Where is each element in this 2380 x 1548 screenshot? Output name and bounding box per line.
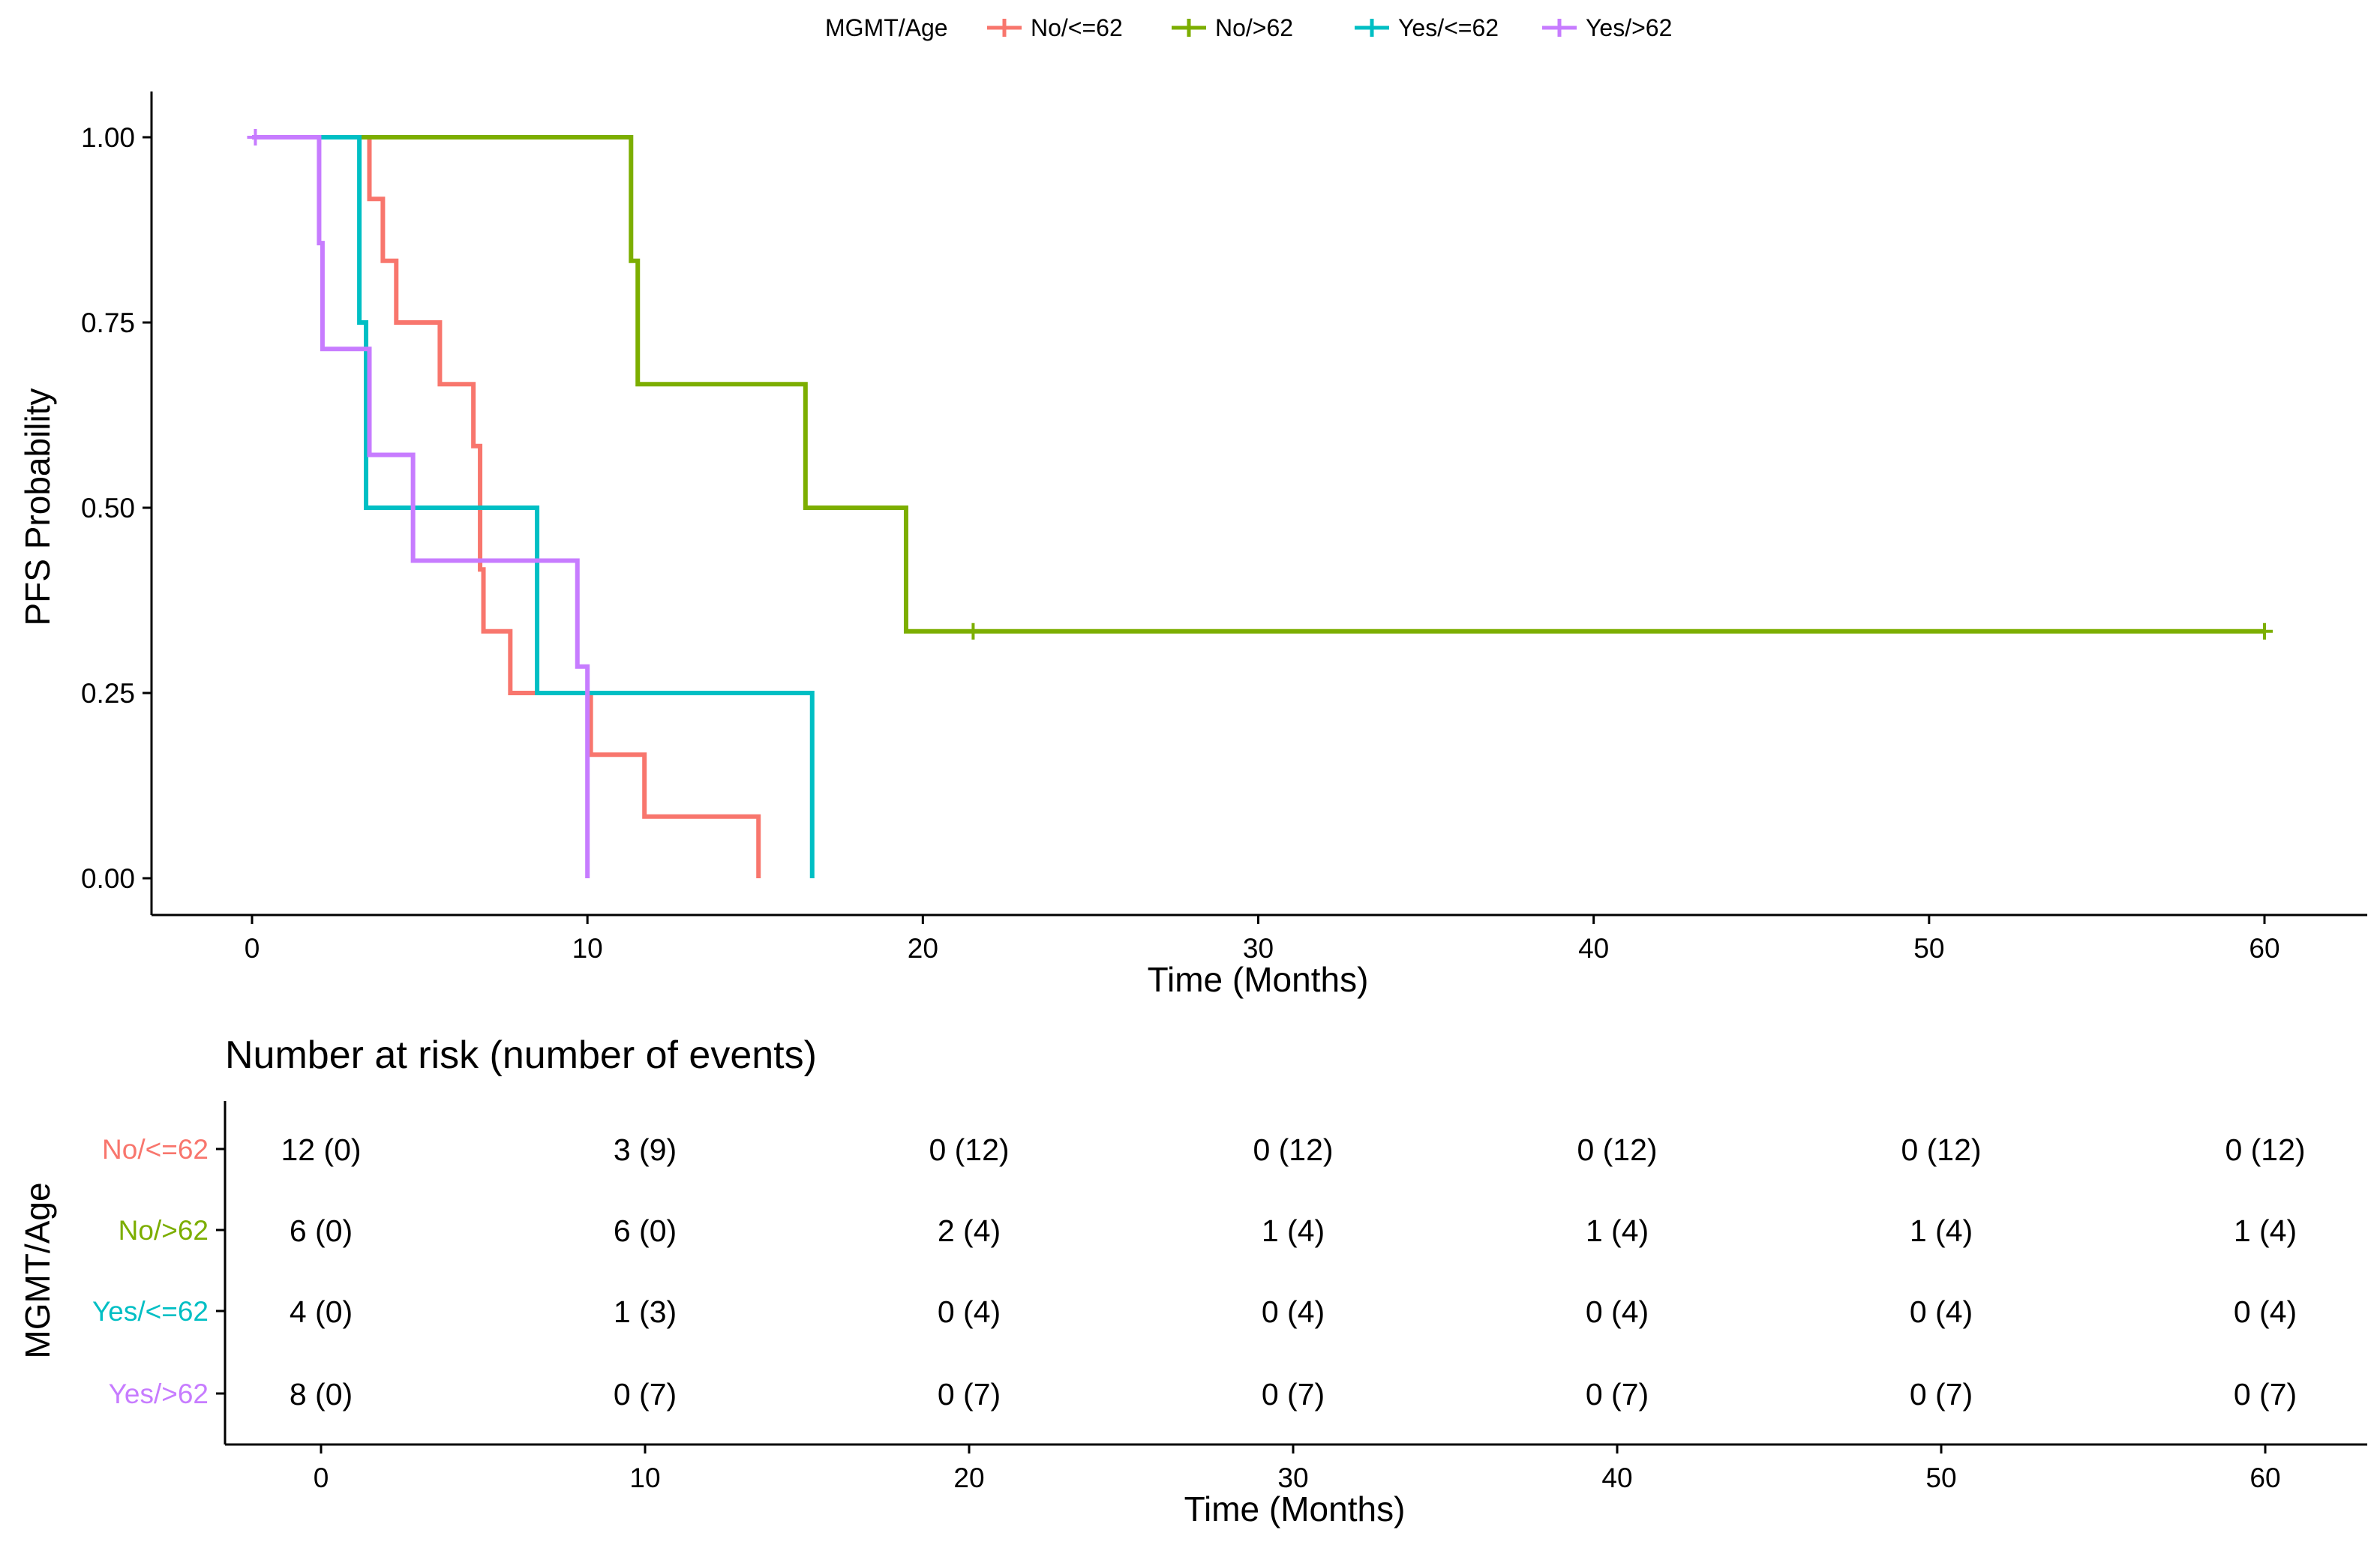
risk-cell: 0 (12) [1577,1132,1657,1167]
survival-curves [252,135,2264,878]
risk-cell: 1 (4) [1586,1214,1649,1248]
risk-cell: 0 (7) [1262,1377,1325,1412]
y-axis-title: PFS Probability [18,388,57,626]
risk-row-label-no-gt62: No/>62 [119,1215,209,1246]
risk-row-no-le62: 12 (0) 3 (9) 0 (12) 0 (12) 0 (12) 0 (12) 0 (12… [281,1132,2305,1167]
risk-cell: 1 (3) [614,1294,677,1329]
risk-x-axis-title: Time (Months) [1184,1490,1406,1528]
y-tick-label: 0.50 [81,493,135,524]
legend-swatch-yes-gt62 [1542,19,1577,37]
risk-row-no-gt62: 6 (0) 6 (0) 2 (4) 1 (4) 1 (4) 1 (4) 1 (4) [290,1214,2297,1248]
risk-row-label-no-le62: No/<=62 [102,1134,209,1165]
risk-x-tick-label: 30 [1277,1462,1308,1493]
x-tick-label: 10 [572,933,603,964]
legend-item-no-le62: No/<=62 [987,14,1123,41]
censor-marks [247,129,2273,640]
risk-cell: 6 (0) [614,1214,677,1248]
risk-row-label-yes-gt62: Yes/>62 [109,1378,209,1409]
legend-items: No/<=62 No/>62 Yes/<=62 Yes/>62 [987,14,1672,41]
risk-row-yes-le62: 4 (0) 1 (3) 0 (4) 0 (4) 0 (4) 0 (4) 0 (4) [290,1294,2297,1329]
risk-cell: 0 (12) [1901,1132,1981,1167]
risk-cell: 3 (9) [614,1132,677,1167]
y-axis-ticks: 0.00 0.25 0.50 0.75 1.00 [81,122,152,894]
legend-swatch-no-gt62 [1172,19,1206,37]
y-tick-label: 1.00 [81,122,135,153]
legend-swatch-no-le62 [987,19,1022,37]
risk-cell: 0 (12) [2225,1132,2305,1167]
km-plot: 0.00 0.25 0.50 0.75 1.00 0 10 20 30 40 50 60 Time … [18,92,2367,999]
legend: MGMT/Age No/<=62 No/>62 Yes/<=62 Yes/>62 [825,14,1672,41]
risk-x-tick-label: 40 [1601,1462,1632,1493]
x-tick-label: 20 [908,933,938,964]
x-axis-ticks: 0 10 20 30 40 50 60 [245,915,2280,964]
risk-cell: 0 (4) [1262,1294,1325,1329]
risk-cell: 0 (4) [938,1294,1001,1329]
risk-cell: 6 (0) [290,1214,353,1248]
legend-item-yes-gt62: Yes/>62 [1542,14,1672,41]
risk-cell: 0 (4) [2234,1294,2297,1329]
risk-row-label-yes-le62: Yes/<=62 [92,1296,209,1327]
risk-x-tick-label: 60 [2249,1462,2280,1493]
risk-x-tick-label: 0 [314,1462,329,1493]
risk-table-rows: 12 (0) 3 (9) 0 (12) 0 (12) 0 (12) 0 (12) 0 (12… [281,1132,2305,1412]
risk-x-tick-label: 10 [629,1462,660,1493]
risk-cell: 0 (12) [929,1132,1009,1167]
risk-cell: 0 (7) [1910,1377,1973,1412]
risk-cell: 0 (4) [1910,1294,1973,1329]
legend-label-yes-le62: Yes/<=62 [1398,14,1499,41]
curve-no-gt62 [252,135,2264,634]
risk-x-tick-label: 20 [953,1462,984,1493]
x-tick-label: 60 [2249,933,2279,964]
censor-mark-no-gt62 [2256,622,2273,640]
risk-cell: 0 (7) [2234,1377,2297,1412]
risk-table-title: Number at risk (number of events) [225,1034,817,1077]
risk-cell: 1 (4) [1262,1214,1325,1248]
curve-yes-le62 [252,135,815,878]
risk-x-tick-label: 50 [1925,1462,1956,1493]
risk-table: Number at risk (number of events) 12 (0)… [18,1034,2367,1528]
legend-item-yes-le62: Yes/<=62 [1355,14,1499,41]
legend-label-no-le62: No/<=62 [1031,14,1123,41]
risk-x-axis-ticks: 0 10 20 30 40 50 60 [314,1444,2281,1493]
risk-table-row-labels: No/<=62 No/>62 Yes/<=62 Yes/>62 [92,1134,225,1409]
risk-cell: 4 (0) [290,1294,353,1329]
risk-row-yes-gt62: 8 (0) 0 (7) 0 (7) 0 (7) 0 (7) 0 (7) 0 (7) [290,1377,2297,1412]
risk-cell: 0 (7) [614,1377,677,1412]
legend-title: MGMT/Age [825,14,948,41]
x-tick-label: 40 [1578,933,1609,964]
legend-swatch-yes-le62 [1355,19,1389,37]
risk-cell: 12 (0) [281,1132,361,1167]
risk-cell: 1 (4) [1910,1214,1973,1248]
y-tick-label: 0.25 [81,678,135,709]
x-axis-title: Time (Months) [1148,960,1369,999]
risk-cell: 0 (12) [1253,1132,1333,1167]
risk-cell: 1 (4) [2234,1214,2297,1248]
risk-cell: 2 (4) [938,1214,1001,1248]
risk-y-axis-title: MGMT/Age [18,1182,57,1358]
x-tick-label: 30 [1243,933,1274,964]
x-tick-label: 0 [245,933,260,964]
y-tick-label: 0.00 [81,863,135,894]
legend-item-no-gt62: No/>62 [1172,14,1293,41]
risk-cell: 0 (4) [1586,1294,1649,1329]
curve-yes-gt62 [252,135,590,878]
risk-cell: 0 (7) [938,1377,1001,1412]
curve-no-le62 [252,135,761,878]
censor-mark-yes-gt62 [247,129,264,146]
legend-label-no-gt62: No/>62 [1215,14,1293,41]
censor-mark-no-gt62 [965,622,982,640]
y-tick-label: 0.75 [81,308,135,338]
risk-cell: 0 (7) [1586,1377,1649,1412]
risk-cell: 8 (0) [290,1377,353,1412]
x-tick-label: 50 [1913,933,1944,964]
legend-label-yes-gt62: Yes/>62 [1586,14,1672,41]
